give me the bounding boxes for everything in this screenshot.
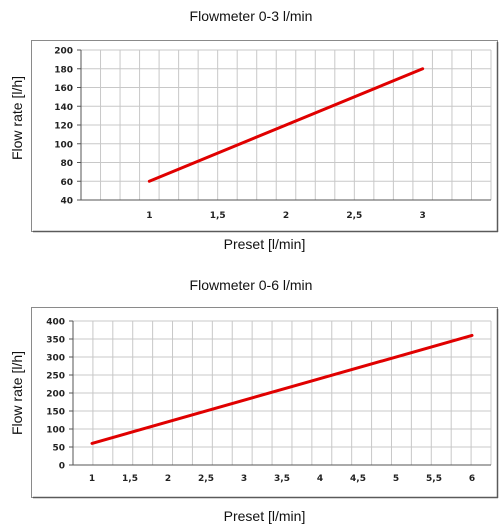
chart-1-title: Flowmeter 0-3 l/min — [189, 8, 313, 24]
x-tick-label: 2,5 — [198, 474, 214, 484]
x-tick-label: 2 — [283, 211, 289, 221]
x-tick-label: 3,5 — [274, 474, 290, 484]
chart-1-xlabel: Preset [l/min] — [223, 236, 306, 252]
y-tick-label: 200 — [46, 390, 65, 400]
y-tick-label: 250 — [46, 372, 65, 382]
x-tick-label: 1 — [146, 211, 152, 221]
y-tick-label: 400 — [46, 318, 65, 328]
chart-2-title: Flowmeter 0-6 l/min — [189, 277, 313, 293]
x-tick-label: 1 — [89, 474, 95, 484]
series-line — [90, 333, 474, 445]
x-tick-label: 2,5 — [346, 211, 362, 221]
x-tick-label: 3 — [420, 211, 426, 221]
y-tick-label: 0 — [59, 462, 65, 472]
y-tick-label: 160 — [54, 84, 73, 94]
chart-frame — [31, 307, 498, 498]
y-tick-label: 40 — [60, 197, 73, 207]
chart-2-ylabel: Flow rate [l/h] — [9, 350, 25, 436]
y-tick-label: 120 — [54, 122, 73, 132]
x-tick-label: 5 — [393, 474, 399, 484]
chart-1-ylabel: Flow rate [l/h] — [9, 75, 25, 161]
x-tick-label: 3 — [241, 474, 247, 484]
chart-1-plot: 40 60 80 100 120 140 160 180 200 1 1,5 2 2,5 3 — [31, 40, 499, 233]
y-tick-label: 150 — [46, 408, 65, 418]
y-tick-label: 60 — [60, 178, 73, 188]
y-tick-label: 100 — [46, 426, 65, 436]
x-tick-label: 4,5 — [350, 474, 366, 484]
chart-2-plot: 0 50 100 150 200 250 300 350 400 1 1,5 2 2,5 3 3,5 4 4,5… — [31, 307, 499, 499]
y-tick-label: 50 — [52, 444, 65, 454]
x-tick-label: 1,5 — [122, 474, 138, 484]
y-tick-label: 80 — [60, 159, 73, 169]
y-tick-label: 180 — [54, 65, 73, 75]
y-tick-label: 350 — [46, 336, 65, 346]
x-tick-label: 1,5 — [210, 211, 226, 221]
y-tick-label: 300 — [46, 354, 65, 364]
chart-2-xlabel: Preset [l/min] — [223, 508, 306, 524]
y-tick-label: 200 — [54, 47, 73, 57]
x-tick-label: 6 — [469, 474, 475, 484]
y-tick-label: 100 — [54, 140, 73, 150]
series-line — [147, 67, 425, 183]
x-tick-label: 2 — [165, 474, 171, 484]
x-tick-label: 4 — [317, 474, 323, 484]
x-tick-label: 5,5 — [426, 474, 442, 484]
y-tick-label: 140 — [54, 103, 73, 113]
